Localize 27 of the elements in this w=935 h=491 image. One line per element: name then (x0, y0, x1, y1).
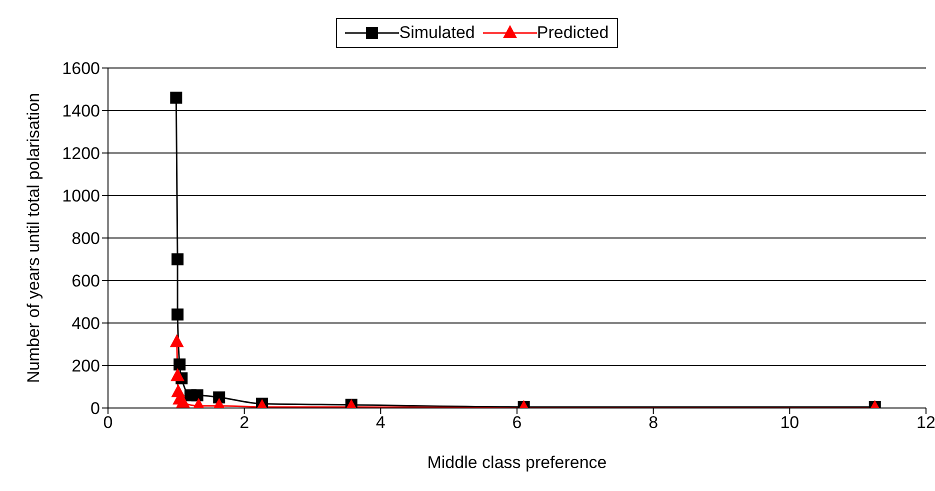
x-tick-label: 4 (376, 413, 386, 432)
x-tick-label: 2 (240, 413, 250, 432)
legend-label: Simulated (399, 23, 475, 43)
point (191, 389, 204, 402)
x-tick-label: 6 (512, 413, 522, 432)
y-tick-label: 800 (72, 229, 100, 248)
y-tick-label: 1600 (62, 59, 100, 78)
point (170, 334, 184, 348)
point (170, 92, 182, 104)
point (172, 308, 184, 320)
y-axis-title: Number of years until total polarisation (24, 92, 44, 384)
y-tick-label: 1200 (62, 144, 100, 164)
y-tick-label: 600 (72, 272, 100, 291)
x-tick-label: 0 (103, 413, 113, 432)
y-tick-label: 0 (90, 399, 100, 418)
x-tick-label: 8 (648, 413, 658, 432)
point (174, 358, 186, 370)
y-tick-label: 400 (72, 314, 100, 334)
y-tick-label: 1000 (62, 186, 100, 206)
y-tick-label: 200 (72, 356, 100, 376)
x-axis-title: Middle class preference (427, 453, 607, 472)
y-tick-label: 1400 (62, 102, 100, 121)
point (170, 368, 185, 382)
legend-label: Predicted (536, 23, 609, 43)
x-tick-label: 10 (780, 413, 800, 432)
point (172, 253, 184, 266)
x-tick-label: 12 (916, 413, 935, 432)
